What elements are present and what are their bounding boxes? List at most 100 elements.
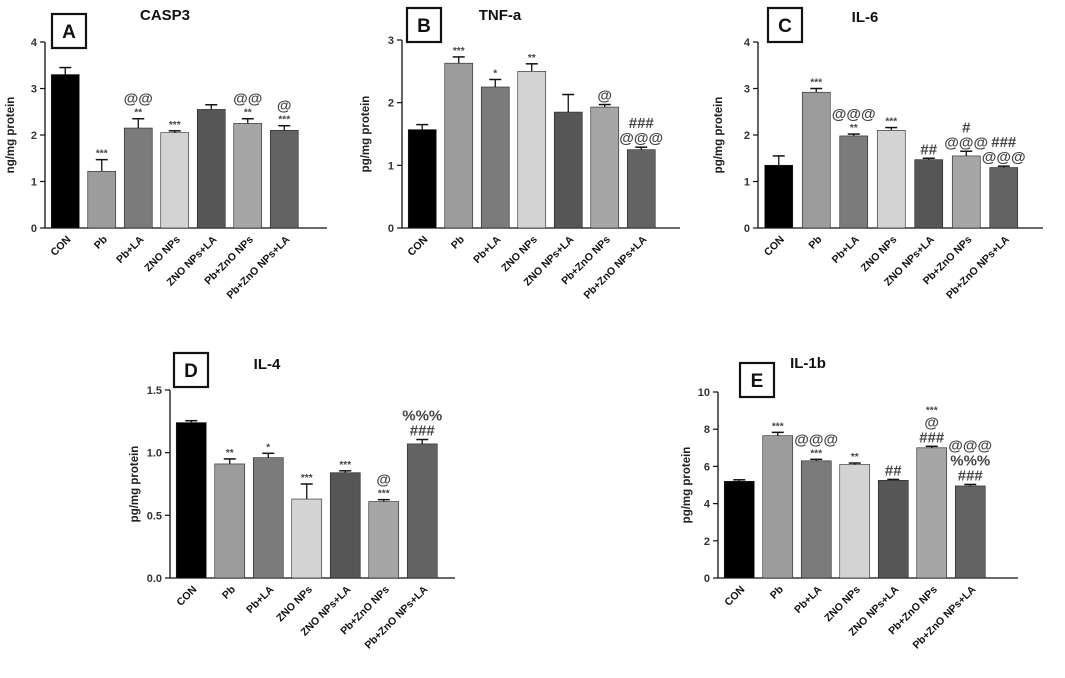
bar bbox=[914, 159, 944, 229]
y-tick-label: 2 bbox=[744, 130, 750, 142]
significance-mark: ### bbox=[958, 467, 984, 484]
bar bbox=[876, 130, 906, 229]
y-tick-label: 0.5 bbox=[147, 510, 162, 522]
significance-mark: @ bbox=[376, 472, 391, 489]
bar bbox=[954, 485, 986, 579]
y-tick-label: 2 bbox=[704, 536, 710, 548]
significance-mark: @@@ bbox=[794, 431, 838, 448]
x-category-label: CON bbox=[48, 234, 73, 259]
significance-mark: ** bbox=[134, 108, 142, 119]
bar bbox=[800, 460, 832, 579]
significance-mark: *** bbox=[301, 473, 313, 484]
x-category-label: Pb+LA bbox=[792, 583, 825, 616]
bar bbox=[175, 422, 207, 579]
y-tick-label: 0 bbox=[744, 223, 750, 235]
y-tick-label: 0 bbox=[704, 573, 710, 585]
x-category-label: Pb+LA bbox=[830, 233, 863, 266]
y-tick-label: 3 bbox=[31, 84, 37, 96]
y-axis-label: ng/mg protein bbox=[5, 97, 17, 174]
panel-letter: E bbox=[751, 371, 764, 392]
y-tick-label: 3 bbox=[744, 84, 750, 96]
significance-mark: @@@ bbox=[619, 130, 663, 147]
significance-mark: *** bbox=[926, 405, 938, 416]
significance-mark: ### bbox=[919, 429, 945, 446]
significance-mark: @@ bbox=[124, 91, 153, 108]
x-category-label: Pb bbox=[449, 234, 467, 252]
significance-mark: ## bbox=[885, 462, 902, 479]
x-category-label: Pb+LA bbox=[244, 583, 277, 616]
significance-mark: * bbox=[493, 68, 497, 79]
x-category-label: ZNO NPs bbox=[822, 584, 863, 625]
bar bbox=[723, 480, 755, 579]
bar bbox=[50, 74, 80, 229]
chart-title: TNF-a bbox=[479, 7, 522, 24]
significance-mark: *** bbox=[885, 117, 897, 128]
bar bbox=[196, 109, 226, 229]
y-axis-label: pg/mg protein bbox=[713, 97, 725, 174]
y-tick-label: 4 bbox=[704, 499, 711, 511]
bar bbox=[444, 62, 474, 229]
y-tick-label: 0 bbox=[31, 223, 37, 235]
significance-mark: *** bbox=[278, 115, 290, 126]
bar bbox=[406, 443, 438, 579]
bar bbox=[951, 155, 981, 229]
x-category-label: Pb bbox=[220, 584, 238, 602]
bar bbox=[480, 86, 510, 229]
chart-title: CASP3 bbox=[140, 7, 190, 24]
chart-panel-c: 0 1 2 3 4 CON *** Pb ** @@@ Pb+LA *** ZNO NPs ## ZNO N… bbox=[710, 0, 1065, 320]
y-tick-label: 4 bbox=[31, 37, 38, 49]
x-category-label: CON bbox=[722, 584, 747, 609]
bar bbox=[989, 167, 1019, 229]
significance-mark: @@@ bbox=[982, 149, 1026, 166]
bar bbox=[762, 435, 794, 579]
y-axis-label: pg/mg protein bbox=[681, 447, 693, 524]
y-tick-label: 10 bbox=[698, 387, 710, 399]
chart-title: IL-4 bbox=[254, 356, 281, 373]
bar bbox=[764, 164, 794, 229]
significance-mark: *** bbox=[169, 120, 181, 131]
bar bbox=[839, 464, 871, 579]
y-tick-label: 4 bbox=[744, 37, 751, 49]
panel-letter: C bbox=[778, 16, 792, 37]
bar bbox=[123, 127, 153, 229]
bar bbox=[407, 129, 437, 229]
significance-mark: * bbox=[266, 442, 270, 453]
y-axis-label: pg/mg protein bbox=[360, 96, 372, 173]
panel-letter-box bbox=[766, 6, 804, 44]
bar bbox=[329, 472, 361, 579]
panel-letter-box bbox=[50, 12, 88, 50]
significance-mark: *** bbox=[339, 460, 351, 471]
significance-mark: ** bbox=[528, 53, 536, 64]
panel-letter-box bbox=[738, 361, 776, 399]
x-category-label: Pb bbox=[806, 234, 824, 252]
significance-mark: ** bbox=[244, 108, 252, 119]
x-category-label: Pb+ZnO NPs+LA bbox=[224, 233, 292, 301]
significance-mark: @ bbox=[597, 88, 612, 105]
significance-mark: @@@ bbox=[944, 134, 988, 151]
bar bbox=[839, 135, 869, 229]
bar bbox=[801, 91, 831, 229]
x-category-label: Pb bbox=[92, 234, 110, 252]
chart-panel-d: 0.0 0.5 1.0 1.5 CON ** Pb * Pb+LA *** ZNO NPs *** ZN… bbox=[110, 345, 510, 675]
bar bbox=[877, 480, 909, 579]
x-category-label: CON bbox=[762, 234, 787, 259]
bar bbox=[626, 149, 656, 229]
y-tick-label: 0 bbox=[388, 223, 394, 235]
chart-panel-b: 0 1 2 3 CON *** Pb * Pb+LA ** ZNO NPs ZNO NPs+LA @ Pb… bbox=[355, 0, 710, 320]
chart-panel-e: 0 2 4 6 8 10 CON *** Pb *** @@@ Pb+LA ** ZNO NPs ## ZNO… bbox=[660, 355, 1060, 675]
x-category-label: ZNO NPs bbox=[274, 584, 315, 625]
bar bbox=[517, 71, 547, 229]
significance-mark: ** bbox=[226, 448, 234, 459]
panel-letter-box bbox=[172, 351, 210, 389]
x-category-label: Pb bbox=[768, 584, 786, 602]
x-category-label: CON bbox=[174, 584, 199, 609]
chart-panel-a: 0 1 2 3 4 CON *** Pb ** @@ Pb+LA *** ZNO NPs ZNO NPs+… bbox=[0, 0, 355, 320]
x-category-label: Pb+ZnO NPs+LA bbox=[581, 233, 649, 301]
y-tick-label: 0.0 bbox=[147, 573, 162, 585]
bar bbox=[291, 498, 323, 579]
x-category-label: Pb+ZnO NPs+LA bbox=[944, 233, 1012, 301]
panel-letter: D bbox=[184, 361, 198, 382]
